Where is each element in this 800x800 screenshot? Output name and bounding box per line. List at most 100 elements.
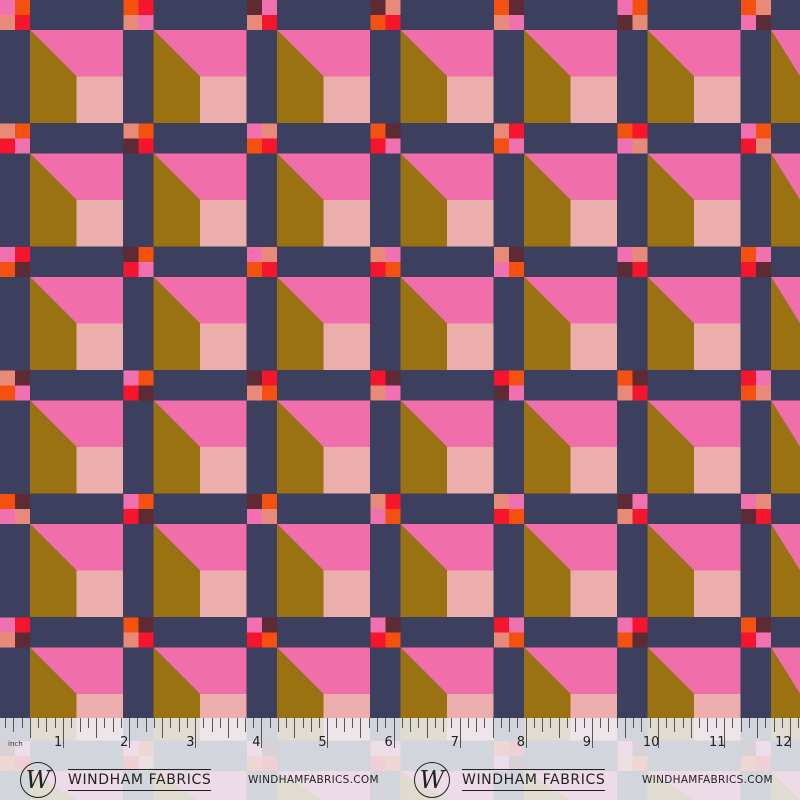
cornerstone-square <box>123 0 139 15</box>
olive-trapezoid <box>524 153 571 247</box>
ruler-tick <box>533 718 535 728</box>
cornerstone-square <box>756 15 771 30</box>
pink-trapezoid <box>277 277 370 324</box>
cornerstone-square <box>509 632 524 648</box>
ruler-tick <box>112 718 114 732</box>
cornerstone-square <box>494 0 509 15</box>
cornerstone-square <box>0 509 15 524</box>
pink-trapezoid <box>153 30 247 77</box>
cornerstone-square <box>15 15 30 30</box>
cornerstone-square <box>370 509 386 524</box>
cornerstone-square <box>247 123 262 139</box>
ruler-tick <box>211 718 213 732</box>
cornerstone-square <box>247 262 262 277</box>
ruler-tick <box>434 718 436 728</box>
cornerstone-square <box>632 385 648 401</box>
cornerstone-square <box>370 0 386 15</box>
olive-trapezoid <box>771 524 800 617</box>
cornerstone-square <box>247 370 262 386</box>
ruler-tick <box>443 718 445 732</box>
cornerstone-square <box>15 617 30 633</box>
ruler-tick <box>649 718 651 728</box>
ruler-tick <box>195 718 197 748</box>
cornerstone-square <box>741 0 756 15</box>
cornerstone-square <box>617 0 633 15</box>
cornerstone-square <box>509 138 524 154</box>
cornerstone-square <box>247 0 262 15</box>
cornerstone-square <box>0 262 15 277</box>
cornerstone-square <box>0 15 15 30</box>
cornerstone-square <box>509 262 524 277</box>
ruler-tick <box>410 718 412 732</box>
cornerstone-square <box>138 123 154 139</box>
ruler-tick <box>145 718 147 732</box>
light-pink-square <box>323 447 370 494</box>
cornerstone-square <box>247 15 262 30</box>
cornerstone-square <box>756 617 771 633</box>
olive-trapezoid <box>400 524 447 617</box>
ruler-tick <box>542 718 544 732</box>
olive-trapezoid <box>277 30 324 123</box>
olive-trapezoid <box>524 524 571 617</box>
ruler-tick <box>376 718 378 732</box>
ruler-tick <box>467 718 469 728</box>
pink-trapezoid <box>277 524 370 571</box>
light-pink-square <box>447 200 494 247</box>
cornerstone-square <box>617 385 633 401</box>
cornerstone-square <box>756 509 771 524</box>
ruler-tick <box>13 718 15 732</box>
cornerstone-square <box>494 370 509 386</box>
cornerstone-square <box>756 370 771 386</box>
ruler-tick <box>633 718 635 728</box>
cornerstone-square <box>15 509 30 524</box>
ruler-tick <box>104 718 106 728</box>
ruler-tick <box>46 718 48 732</box>
olive-trapezoid <box>30 277 77 370</box>
pink-trapezoid <box>524 647 617 694</box>
cornerstone-square <box>370 370 386 386</box>
cornerstone-square <box>494 509 509 524</box>
cornerstone-square <box>370 15 386 30</box>
cornerstone-square <box>247 385 262 401</box>
ruler-tick <box>178 718 180 732</box>
cornerstone-square <box>494 494 509 509</box>
pink-trapezoid <box>153 400 247 447</box>
ruler-tick <box>624 718 626 738</box>
olive-trapezoid <box>277 524 324 617</box>
ruler-tick <box>451 718 453 728</box>
cornerstone-square <box>370 247 386 262</box>
cornerstone-square <box>741 632 756 648</box>
cornerstone-square <box>632 617 648 633</box>
ruler-number: 2 <box>120 735 129 750</box>
light-pink-square <box>447 323 494 370</box>
cornerstone-square <box>509 15 524 30</box>
ruler-tick <box>269 718 271 728</box>
pink-trapezoid <box>647 153 741 200</box>
cornerstone-square <box>138 494 154 509</box>
olive-trapezoid <box>153 277 200 370</box>
cornerstone-square <box>632 494 648 509</box>
cornerstone-square <box>123 15 139 30</box>
olive-trapezoid <box>647 400 694 494</box>
ruler-unit-label: inch <box>8 740 23 748</box>
cornerstone-square <box>509 509 524 524</box>
light-pink-square <box>570 200 617 247</box>
olive-trapezoid <box>647 524 694 617</box>
cornerstone-square <box>262 262 277 277</box>
cornerstone-square <box>617 138 633 154</box>
cornerstone-square <box>138 617 154 633</box>
ruler-tick <box>500 718 502 728</box>
ruler-tick <box>137 718 139 728</box>
cornerstone-square <box>385 632 401 648</box>
cornerstone-square <box>385 15 401 30</box>
cornerstone-square <box>617 15 633 30</box>
ruler-tick <box>426 718 428 738</box>
light-pink-square <box>323 200 370 247</box>
light-pink-square <box>200 200 247 247</box>
olive-trapezoid <box>647 647 694 741</box>
cornerstone-square <box>494 617 509 633</box>
cornerstone-square <box>138 509 154 524</box>
pink-trapezoid <box>30 277 123 324</box>
ruler-tick <box>575 718 577 732</box>
ruler-number: 7 <box>450 735 459 750</box>
